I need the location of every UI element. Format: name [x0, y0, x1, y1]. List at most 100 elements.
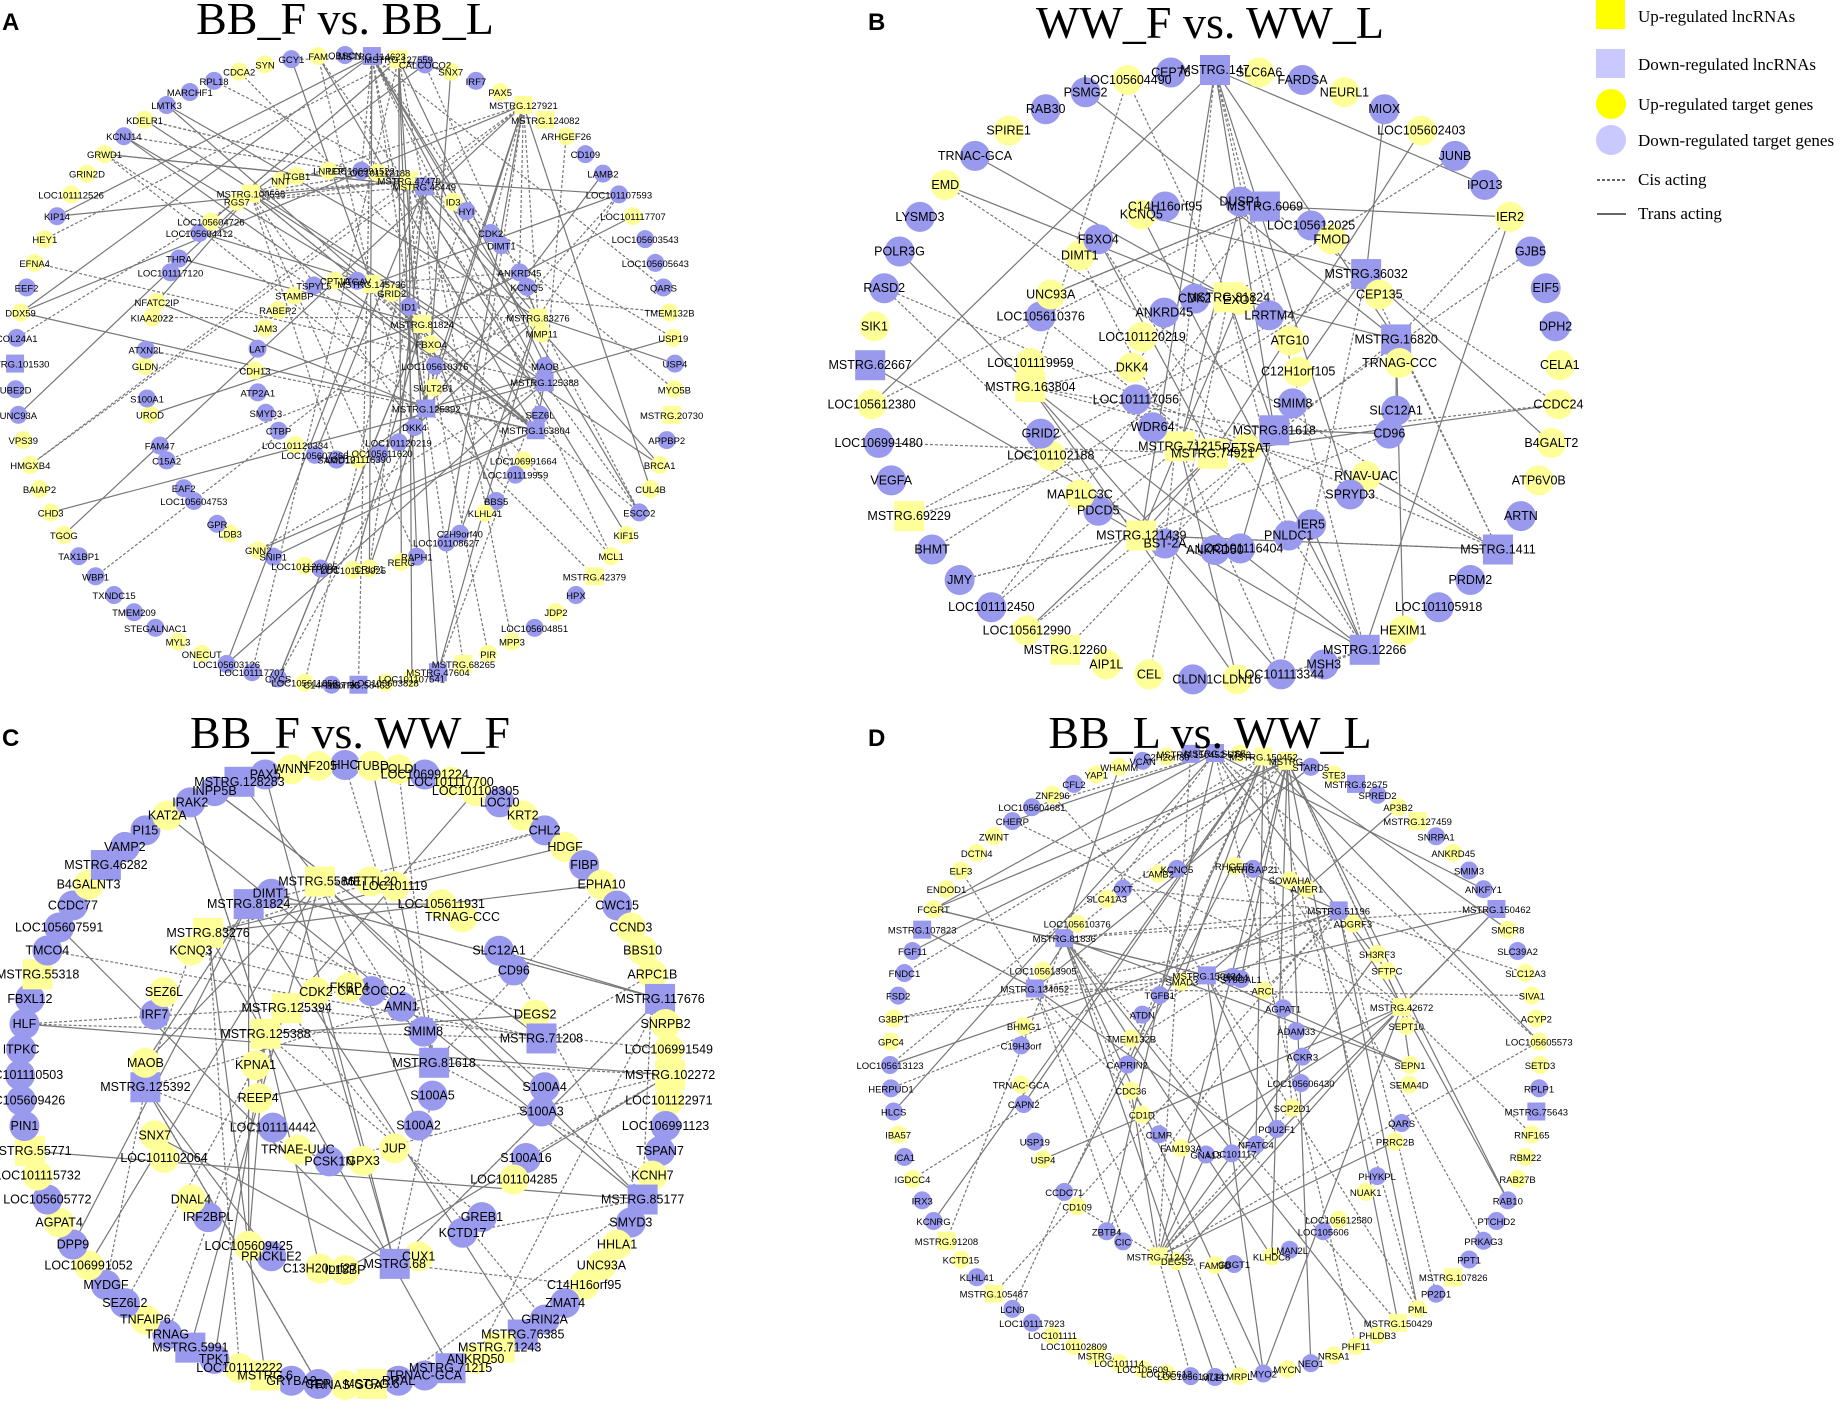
node-label: ZNF296	[1035, 791, 1069, 802]
trans-edge	[1365, 475, 1499, 551]
target-gene-node	[1498, 1191, 1517, 1210]
trans-edge	[265, 1014, 536, 1035]
cis-edge	[105, 1087, 146, 1286]
trans-edge	[63, 104, 524, 536]
target-gene-node	[1097, 1222, 1116, 1241]
trans-edge	[248, 903, 524, 1335]
lncrna-node	[400, 171, 419, 190]
target-gene-node	[984, 827, 1003, 846]
node-label: MSTRG.47604	[406, 668, 469, 679]
cis-edge	[1026, 338, 1397, 632]
node-label: JDP2	[544, 608, 567, 619]
trans-edge	[29, 1150, 643, 1201]
node-label: ELF3	[950, 866, 973, 877]
node-label: MARCHF1	[167, 88, 213, 99]
target-gene-node	[1043, 785, 1062, 804]
target-gene-node	[526, 1096, 557, 1127]
node-label: LOC101119	[362, 879, 428, 893]
trans-edge	[398, 59, 439, 673]
target-gene-node	[1368, 944, 1387, 963]
target-gene-node	[256, 55, 275, 74]
node-label: MSTRG.101530	[0, 360, 49, 371]
target-gene-node	[240, 1050, 271, 1081]
target-gene-node	[243, 663, 262, 682]
trans-edge	[264, 774, 396, 1265]
legend-down-gene-swatch	[1596, 125, 1626, 155]
node-label: KPNA1	[235, 1058, 276, 1072]
node-label: LOC101119959	[483, 471, 549, 482]
trans-edge	[1214, 69, 1485, 186]
cis-edge	[1064, 909, 1339, 939]
target-gene-node	[25, 253, 44, 272]
lncrna-node	[1389, 1313, 1408, 1332]
target-gene-node	[199, 1343, 230, 1374]
target-gene-node	[1177, 664, 1208, 695]
node-label: MSTRG.71243	[1127, 1252, 1190, 1263]
lncrna-node	[241, 184, 260, 203]
target-gene-node	[1530, 273, 1561, 304]
target-gene-node	[276, 1365, 307, 1396]
node-label: SPRED2	[1358, 791, 1396, 802]
target-gene-node	[1515, 236, 1546, 267]
node-label: LOC101119959	[987, 356, 1073, 370]
target-gene-node	[1262, 1247, 1281, 1266]
node-label: MSTRG.46282	[64, 858, 147, 872]
node-label: CLDN1	[1172, 672, 1213, 686]
target-gene-node	[884, 1009, 903, 1028]
node-label: TRNAS-GGA	[308, 1378, 383, 1392]
node-label: CTBP	[266, 427, 291, 438]
node-label: ADGRF3	[1334, 920, 1373, 931]
target-gene-node	[1014, 1016, 1033, 1035]
target-gene-node	[1091, 649, 1122, 680]
node-label: PHYKPL	[1358, 1172, 1396, 1183]
node-label: LOC101105918	[1395, 600, 1482, 614]
node-label: RRAL	[382, 1374, 415, 1388]
node-label: CHERP	[996, 817, 1029, 828]
node-label: MSTRG.121439	[1096, 529, 1186, 543]
node-label: FBXO4	[1078, 232, 1119, 246]
node-label: TMCO4	[25, 943, 69, 957]
lncrna-node	[1487, 900, 1506, 918]
legend-trans-label: Trans acting	[1638, 204, 1722, 223]
node-label: LOC101114	[1094, 1359, 1144, 1370]
target-gene-node	[386, 991, 417, 1022]
node-label: DEGS2	[514, 1008, 556, 1022]
node-label: ARHGEF26	[541, 132, 591, 143]
trans-edge	[1338, 910, 1419, 1310]
target-gene-node	[1137, 412, 1168, 443]
node-label: LOC101117	[1207, 1149, 1257, 1160]
node-label: KLHDC8	[1253, 1252, 1291, 1263]
node-label: B4GALT2	[1524, 436, 1578, 450]
node-label: AMN1	[384, 1000, 419, 1014]
node-label: MSTRG.150429	[1364, 1319, 1433, 1330]
node-label: ATP2A1	[240, 388, 275, 399]
target-gene-node	[201, 212, 220, 231]
node-label: CLMP	[1146, 1130, 1172, 1141]
target-gene-node	[646, 253, 665, 272]
target-gene-node	[617, 525, 636, 544]
cis-edge	[1030, 386, 1367, 477]
target-gene-node	[1120, 384, 1151, 415]
network-labels: OBSCNMSTRG.114623MSTRG.127559CALCOCO2SNX…	[0, 51, 1583, 1392]
target-gene-node	[881, 1079, 900, 1098]
target-gene-node	[149, 976, 180, 1007]
node-label: DPH2	[1539, 319, 1572, 333]
node-label: UNC93A	[1026, 287, 1076, 301]
node-label: ZMAT4	[545, 1296, 585, 1310]
target-gene-node	[1181, 1367, 1200, 1386]
target-gene-node	[382, 284, 401, 303]
trans-edge	[20, 55, 373, 313]
node-label: MSTRG.47470	[377, 177, 440, 188]
lncrna-node	[250, 1018, 281, 1049]
target-gene-node	[269, 421, 288, 440]
node-label: CHL2	[529, 823, 561, 837]
node-label: S100A1	[130, 394, 164, 405]
trans-edge	[423, 186, 539, 318]
trans-edge	[1063, 937, 1378, 1336]
node-label: IL18BP	[324, 1263, 365, 1277]
node-label: MSTRG.128283	[194, 775, 284, 789]
trans-edge	[1158, 1140, 1396, 1257]
node-label: TRNAG-CCC	[1362, 356, 1437, 370]
node-label: MSTRG.150452	[1156, 750, 1225, 761]
target-gene-node	[1022, 1313, 1041, 1332]
